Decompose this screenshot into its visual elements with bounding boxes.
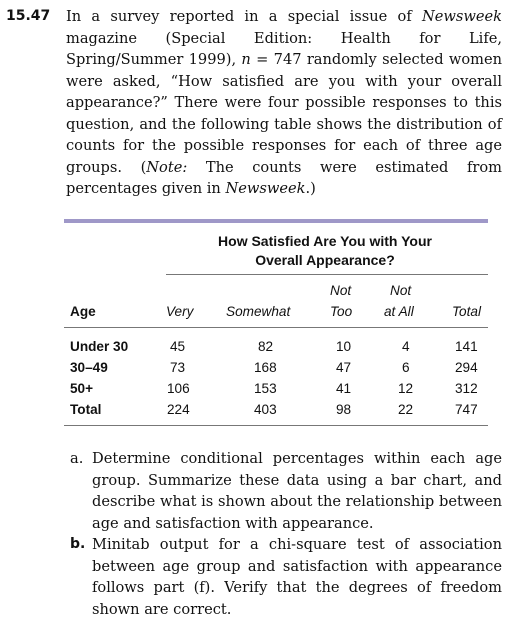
- problem-text-part: .): [305, 180, 316, 197]
- cell-somewhat: 82: [258, 339, 274, 354]
- header-rule: [64, 327, 488, 328]
- cell-not-at-all: 4: [402, 339, 410, 354]
- problem-number: 15.47: [6, 8, 51, 24]
- problem-text-part: = 747 randomly selected women were asked…: [66, 51, 502, 176]
- part-b: b. Minitab output for a chi-square test …: [70, 534, 502, 620]
- cell-not-at-all: 22: [398, 402, 414, 417]
- cell-somewhat: 403: [254, 402, 277, 417]
- header-at-all: at All: [384, 304, 414, 319]
- part-text: Minitab output for a chi-square test of …: [92, 536, 502, 618]
- cell-somewhat: 153: [254, 381, 277, 396]
- cell-somewhat: 168: [254, 360, 277, 375]
- table-top-rule: [64, 219, 488, 223]
- cell-very: 106: [167, 381, 190, 396]
- row-label: Total: [70, 402, 102, 417]
- magazine-name: Newsweek: [225, 180, 306, 197]
- table-title: How Satisfied Are You with Your Overall …: [160, 232, 490, 270]
- cell-not-too: 10: [336, 339, 352, 354]
- title-underline: [166, 274, 488, 275]
- cell-very: 73: [170, 360, 186, 375]
- cell-very: 45: [170, 339, 186, 354]
- header-age: Age: [70, 304, 96, 319]
- cell-very: 224: [167, 402, 190, 417]
- cell-total: 294: [455, 360, 478, 375]
- cell-not-too: 98: [336, 402, 352, 417]
- cell-total: 312: [455, 381, 478, 396]
- note-label: Note:: [146, 158, 188, 176]
- cell-not-too: 47: [336, 360, 352, 375]
- row-label: 50+: [70, 381, 94, 396]
- cell-not-too: 41: [336, 381, 352, 396]
- table-title-line: How Satisfied Are You with Your: [218, 233, 432, 249]
- header-very: Very: [166, 304, 194, 319]
- table-title-line: Overall Appearance?: [255, 252, 395, 268]
- problem-text-part: The counts were estimated from percentag…: [66, 158, 502, 198]
- sample-size-variable: n: [241, 51, 251, 68]
- row-label: 30–49: [70, 360, 108, 375]
- part-text: Determine conditional percentages within…: [92, 450, 502, 532]
- magazine-name: Newsweek: [422, 8, 502, 25]
- header-too: Too: [330, 304, 353, 319]
- header-not-too-top: Not: [330, 283, 352, 298]
- part-label: a.: [70, 450, 84, 467]
- header-somewhat: Somewhat: [226, 304, 291, 319]
- part-label: b.: [70, 536, 86, 552]
- table-bottom-rule: [64, 425, 488, 426]
- part-a: a. Determine conditional percentages wit…: [70, 448, 502, 534]
- cell-not-at-all: 12: [398, 381, 414, 396]
- header-total: Total: [452, 304, 481, 319]
- problem-text-part: magazine (Special Edition: Health for Li…: [66, 29, 502, 69]
- problem-statement: 15.47 In a survey reported in a special …: [6, 6, 502, 200]
- cell-total: 141: [455, 339, 478, 354]
- cell-not-at-all: 6: [402, 360, 410, 375]
- row-label: Under 30: [70, 339, 129, 354]
- problem-text: In a survey reported in a special issue …: [66, 6, 502, 200]
- header-not-at-all-top: Not: [390, 283, 412, 298]
- problem-text-part: In a survey reported in a special issue …: [66, 8, 422, 25]
- cell-total: 747: [455, 402, 478, 417]
- exercise-parts: a. Determine conditional percentages wit…: [70, 448, 502, 620]
